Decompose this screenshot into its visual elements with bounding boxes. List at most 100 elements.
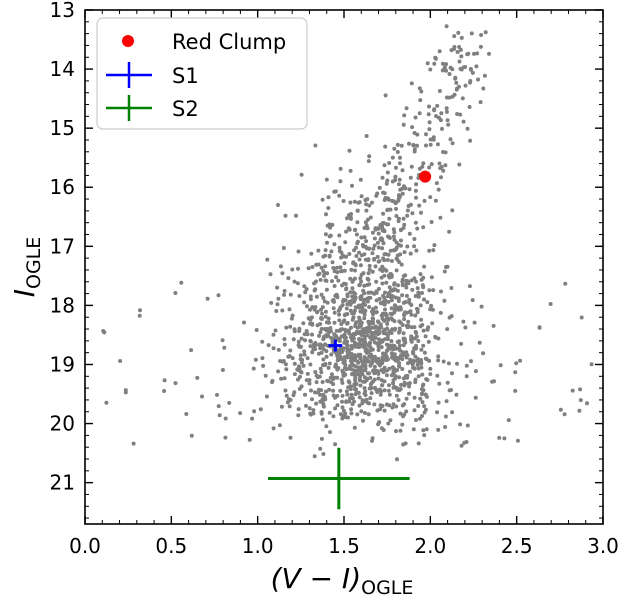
field-star	[402, 312, 407, 317]
field-star	[395, 257, 400, 262]
field-star	[326, 365, 331, 370]
x-tick-label: 2.5	[501, 534, 533, 558]
field-star	[464, 374, 469, 379]
field-star	[322, 299, 327, 304]
field-star	[358, 177, 363, 182]
field-star	[382, 379, 387, 384]
field-star	[372, 402, 377, 407]
field-star	[443, 163, 448, 168]
field-star	[137, 313, 142, 318]
field-star	[426, 112, 431, 117]
field-star	[323, 232, 328, 237]
field-star	[447, 229, 452, 234]
field-star	[380, 281, 385, 286]
field-star	[308, 307, 312, 312]
field-star	[375, 240, 380, 245]
field-star	[436, 358, 441, 363]
field-star	[336, 308, 341, 313]
field-star	[578, 387, 583, 392]
field-star	[329, 249, 334, 254]
field-star	[319, 307, 323, 312]
field-star	[421, 428, 426, 433]
field-star	[288, 398, 293, 402]
field-star	[420, 391, 425, 396]
field-star	[263, 373, 268, 378]
y-tick-label: 20	[50, 412, 75, 436]
field-star	[391, 402, 396, 407]
field-star	[375, 332, 380, 337]
field-star	[404, 396, 409, 401]
field-star	[372, 256, 377, 261]
field-star	[269, 300, 274, 305]
field-star	[353, 387, 358, 392]
field-star	[397, 330, 401, 335]
field-star	[283, 362, 288, 367]
field-star	[340, 405, 345, 410]
field-star	[367, 154, 372, 159]
field-star	[474, 64, 479, 69]
field-star	[278, 264, 283, 269]
field-star	[427, 127, 432, 132]
y-tick-label: 18	[50, 293, 75, 317]
field-star	[352, 425, 357, 430]
field-star	[353, 374, 358, 379]
field-star	[323, 334, 328, 339]
field-star	[357, 250, 361, 255]
field-star	[321, 404, 326, 409]
field-star	[415, 226, 420, 231]
field-star	[410, 287, 415, 292]
field-star	[382, 191, 387, 196]
field-star	[292, 279, 297, 284]
field-star	[376, 245, 381, 250]
field-star	[313, 305, 318, 310]
field-star	[420, 283, 425, 288]
field-star	[302, 352, 307, 357]
field-star	[380, 264, 385, 269]
field-star	[362, 226, 367, 230]
field-star	[344, 367, 349, 372]
field-star	[443, 150, 448, 155]
field-star	[421, 343, 426, 348]
field-star	[329, 352, 334, 357]
field-star	[436, 354, 441, 359]
legend-label-red-clump: Red Clump	[172, 30, 286, 54]
field-star	[382, 302, 387, 307]
field-star	[284, 367, 289, 372]
field-star	[370, 200, 374, 205]
field-star	[446, 122, 451, 127]
field-star	[429, 275, 434, 280]
field-star	[360, 372, 365, 377]
field-star	[366, 371, 370, 376]
field-star	[363, 257, 368, 262]
field-star	[415, 143, 419, 148]
field-star	[408, 309, 413, 314]
field-star	[356, 345, 361, 350]
tick-labels: 0.0 0.5 1.0 1.5 2.0 2.5 3.0 13 14 15 16 17 18 19 20 21	[50, 0, 619, 558]
field-star	[381, 211, 386, 216]
field-star	[275, 285, 280, 290]
field-star	[355, 239, 360, 244]
field-star	[363, 356, 368, 361]
field-star	[462, 440, 467, 445]
field-star	[479, 304, 484, 309]
field-star	[281, 246, 286, 250]
field-star	[409, 312, 414, 317]
field-star	[362, 379, 367, 384]
field-star	[384, 181, 389, 186]
field-star	[387, 383, 391, 388]
field-star	[310, 265, 315, 269]
field-star	[370, 347, 375, 352]
field-star	[304, 329, 309, 333]
field-star	[349, 325, 353, 330]
field-star	[318, 366, 323, 371]
field-star	[375, 408, 380, 413]
field-star	[419, 317, 424, 322]
field-star	[364, 350, 369, 355]
field-star	[131, 441, 136, 446]
field-star	[394, 268, 399, 273]
field-star	[331, 393, 336, 398]
field-star	[344, 400, 349, 404]
field-star	[332, 242, 337, 247]
field-star	[444, 109, 449, 114]
field-star	[311, 408, 316, 413]
